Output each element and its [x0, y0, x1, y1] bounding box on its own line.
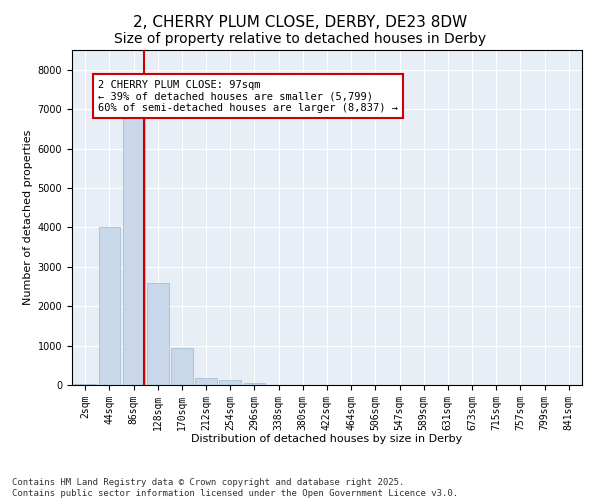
X-axis label: Distribution of detached houses by size in Derby: Distribution of detached houses by size …	[191, 434, 463, 444]
Bar	[147, 282, 169, 385]
Text: Contains HM Land Registry data © Crown copyright and database right 2025.
Contai: Contains HM Land Registry data © Crown c…	[12, 478, 458, 498]
Bar	[244, 382, 265, 385]
Bar	[195, 378, 217, 385]
Y-axis label: Number of detached properties: Number of detached properties	[23, 130, 34, 305]
Bar	[171, 348, 193, 385]
Text: 2, CHERRY PLUM CLOSE, DERBY, DE23 8DW: 2, CHERRY PLUM CLOSE, DERBY, DE23 8DW	[133, 15, 467, 30]
Bar	[74, 384, 96, 385]
Text: 2 CHERRY PLUM CLOSE: 97sqm
← 39% of detached houses are smaller (5,799)
60% of s: 2 CHERRY PLUM CLOSE: 97sqm ← 39% of deta…	[98, 80, 398, 113]
Bar	[220, 380, 241, 385]
Bar	[98, 228, 121, 385]
Bar	[123, 92, 145, 385]
Text: Size of property relative to detached houses in Derby: Size of property relative to detached ho…	[114, 32, 486, 46]
